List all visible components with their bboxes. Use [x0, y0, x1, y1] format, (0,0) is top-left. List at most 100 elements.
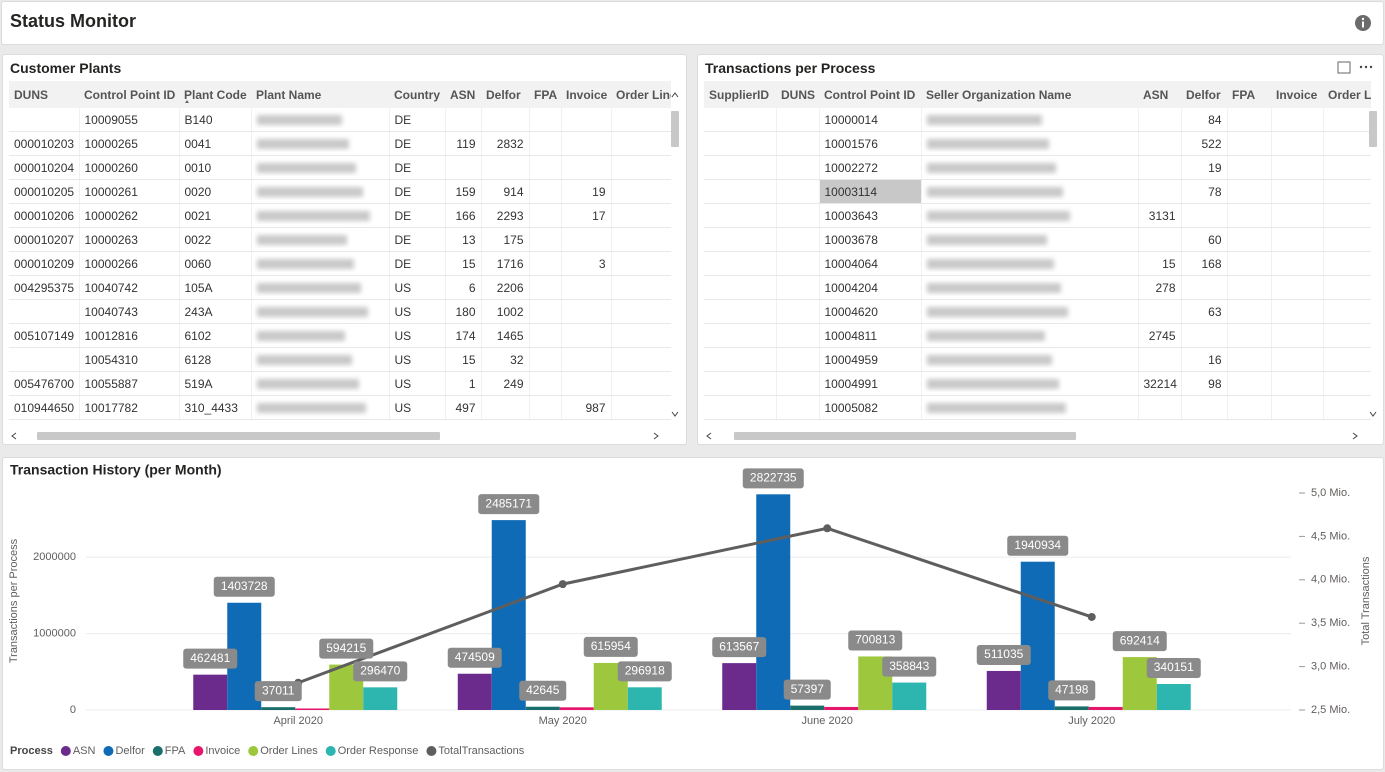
- table-cell: [1227, 299, 1272, 324]
- table-cell: [1323, 251, 1371, 276]
- data-label: 2822735: [750, 470, 797, 484]
- bar: [892, 682, 927, 710]
- column-header[interactable]: ASN: [445, 81, 481, 108]
- redacted-text: [256, 259, 354, 270]
- vertical-scrollbar[interactable]: [671, 111, 679, 147]
- column-header[interactable]: ASN: [1138, 81, 1181, 108]
- table-cell: [1323, 371, 1371, 396]
- table-row: 10000014 84: [704, 108, 1371, 132]
- column-header[interactable]: Invoice: [1271, 81, 1323, 108]
- column-header[interactable]: DUNS: [9, 81, 79, 108]
- column-header[interactable]: DUNS: [776, 81, 819, 108]
- column-header[interactable]: Delfor: [481, 81, 529, 108]
- table-cell: [921, 299, 1139, 324]
- table-row: 000010205 10000261 0020 DE 159 914 19: [9, 179, 671, 204]
- table-cell: 17: [561, 203, 612, 228]
- bar: [627, 687, 662, 710]
- table-row: 005107149 10012816 6102 US 174 1465: [9, 323, 671, 348]
- table-cell: US: [389, 347, 446, 372]
- table-row: 10003114 78: [704, 179, 1371, 204]
- horizontal-scrollbar[interactable]: [37, 432, 440, 440]
- table-cell: [1271, 155, 1324, 180]
- table-cell: US: [389, 323, 446, 348]
- bar: [824, 706, 859, 710]
- horizontal-scrollbar[interactable]: [734, 432, 1076, 440]
- column-header[interactable]: Country: [389, 81, 445, 108]
- table-cell: [1181, 203, 1228, 228]
- table-cell: [1227, 395, 1272, 420]
- table-row: 10003678 60: [704, 227, 1371, 252]
- table-row: 10004620 63: [704, 299, 1371, 324]
- table-cell: B140: [179, 108, 252, 132]
- bar: [1156, 684, 1191, 710]
- bar: [986, 670, 1021, 710]
- table-cell: 10003678: [819, 227, 922, 252]
- info-icon[interactable]: [1354, 14, 1372, 32]
- column-header[interactable]: SupplierID: [704, 81, 776, 108]
- data-label-bg: [478, 494, 540, 515]
- table-cell: DE: [389, 179, 446, 204]
- data-label-bg: [447, 647, 502, 668]
- table-cell: 10000261: [79, 179, 180, 204]
- table-cell: 1465: [481, 323, 530, 348]
- table-cell: [561, 227, 612, 252]
- table-cell: [921, 323, 1139, 348]
- table-cell: 60: [1181, 227, 1228, 252]
- table-cell: [251, 108, 390, 132]
- table-cell: 19: [1181, 155, 1228, 180]
- table-cell: [481, 155, 530, 180]
- header-row: DUNS Control Point ID Plant Code Plant Name…: [9, 81, 671, 108]
- table-cell: 10012816: [79, 323, 180, 348]
- column-header[interactable]: FPA: [529, 81, 561, 108]
- table-cell: [251, 155, 390, 180]
- column-header[interactable]: Order Lines: [1323, 81, 1371, 108]
- panel-title: Transactions per Process: [705, 60, 876, 76]
- column-header[interactable]: FPA: [1227, 81, 1271, 108]
- table-cell: 16: [1181, 347, 1228, 372]
- redacted-text: [926, 307, 1068, 318]
- table-cell: 249: [481, 371, 530, 396]
- table-cell: [611, 371, 671, 396]
- column-header[interactable]: Seller Organization Name: [921, 81, 1138, 108]
- column-header[interactable]: Plant Name: [251, 81, 389, 108]
- data-label-bg: [617, 661, 672, 682]
- column-header[interactable]: Plant Code: [179, 81, 251, 108]
- table-cell: 0010: [179, 155, 252, 180]
- table-row: 005476700 10055887 519A US 1 249: [9, 371, 671, 396]
- table-cell: 180: [445, 299, 482, 324]
- table-cell: [1271, 347, 1324, 372]
- table-cell: [561, 299, 612, 324]
- table-cell: [529, 179, 562, 204]
- redacted-text: [926, 403, 1066, 414]
- table-cell: [704, 323, 777, 348]
- data-label: 37011: [262, 683, 295, 697]
- column-header[interactable]: Control Point ID: [819, 81, 921, 108]
- redacted-text: [256, 139, 349, 150]
- data-label-bg: [1112, 631, 1167, 652]
- vertical-scrollbar[interactable]: [1369, 111, 1377, 147]
- table-cell: 19: [561, 179, 612, 204]
- redacted-text: [926, 355, 1052, 366]
- table-cell: 522: [1181, 131, 1228, 156]
- data-label-bg: [1146, 658, 1201, 679]
- column-header[interactable]: Delfor: [1181, 81, 1227, 108]
- column-header[interactable]: Invoice: [561, 81, 611, 108]
- y2-tick-label: 4,5 Mio.: [1311, 530, 1350, 542]
- table-cell: [561, 108, 612, 132]
- column-header[interactable]: Control Point ID: [79, 81, 179, 108]
- table-cell: [1227, 155, 1272, 180]
- data-label: 594215: [326, 641, 366, 655]
- data-label: 296470: [360, 664, 400, 678]
- chart-panel: Transaction History (per Month) 0 1000000…: [2, 457, 1384, 770]
- table-row: 000010209 10000266 0060 DE 15 1716 3: [9, 251, 671, 276]
- table-cell: [251, 179, 390, 204]
- line-marker: [1087, 612, 1096, 621]
- table-cell: [1271, 371, 1324, 396]
- table-cell: [611, 299, 671, 324]
- y-tick-label: 0: [70, 704, 76, 716]
- table-cell: [776, 251, 820, 276]
- column-header[interactable]: Order Lines: [611, 81, 671, 108]
- bar: [722, 663, 757, 710]
- table-cell: DE: [389, 203, 446, 228]
- table-cell: [251, 251, 390, 276]
